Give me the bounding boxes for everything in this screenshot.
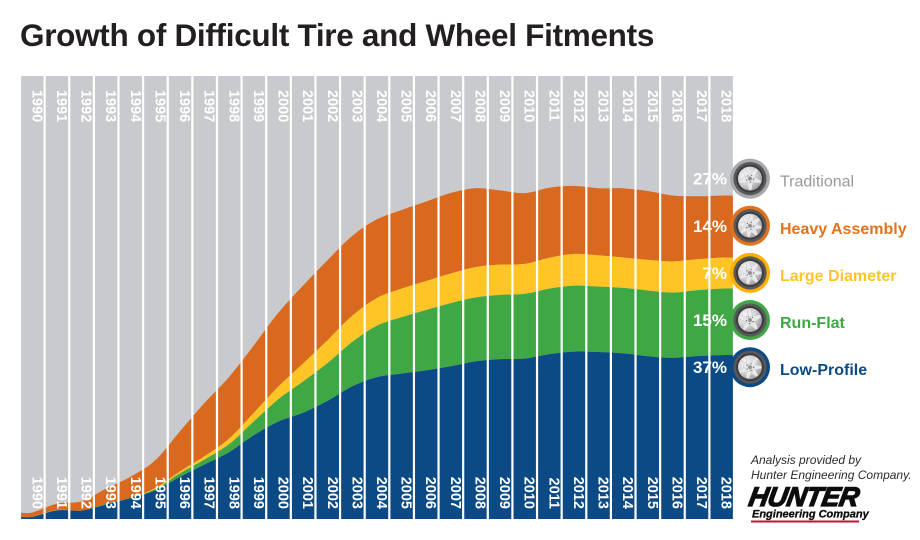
svg-text:2007: 2007 <box>447 90 463 122</box>
svg-text:14%: 14% <box>693 217 727 236</box>
svg-text:1995: 1995 <box>151 90 167 122</box>
svg-text:2013: 2013 <box>595 477 611 509</box>
svg-text:2007: 2007 <box>447 477 463 509</box>
svg-text:2008: 2008 <box>471 90 487 122</box>
svg-text:2001: 2001 <box>299 90 315 122</box>
svg-text:2000: 2000 <box>275 477 291 509</box>
svg-text:27%: 27% <box>693 170 727 189</box>
svg-text:1998: 1998 <box>225 90 241 122</box>
svg-text:2017: 2017 <box>693 477 709 509</box>
svg-text:2002: 2002 <box>324 477 340 509</box>
svg-text:1992: 1992 <box>78 90 94 122</box>
svg-text:2013: 2013 <box>595 90 611 122</box>
svg-text:2002: 2002 <box>324 90 340 122</box>
svg-text:2006: 2006 <box>422 90 438 122</box>
svg-text:2003: 2003 <box>348 477 364 509</box>
svg-text:1997: 1997 <box>201 477 217 509</box>
svg-text:1999: 1999 <box>250 477 266 509</box>
svg-text:1993: 1993 <box>102 477 118 509</box>
svg-text:2009: 2009 <box>496 90 512 122</box>
svg-text:2006: 2006 <box>422 477 438 509</box>
svg-text:HUNTER: HUNTER <box>747 481 863 512</box>
svg-text:2014: 2014 <box>619 90 635 122</box>
svg-text:2005: 2005 <box>398 477 414 509</box>
svg-text:2008: 2008 <box>471 477 487 509</box>
svg-text:1995: 1995 <box>151 477 167 509</box>
svg-text:1990: 1990 <box>28 477 44 509</box>
svg-text:2016: 2016 <box>668 477 684 509</box>
svg-text:1994: 1994 <box>127 90 143 122</box>
svg-text:Engineering Company: Engineering Company <box>752 509 870 521</box>
svg-text:1993: 1993 <box>102 90 118 122</box>
svg-text:2003: 2003 <box>348 90 364 122</box>
svg-text:2014: 2014 <box>619 477 635 509</box>
svg-text:Low-Profile: Low-Profile <box>780 362 867 379</box>
svg-text:1996: 1996 <box>176 90 192 122</box>
svg-text:2000: 2000 <box>275 90 291 122</box>
svg-text:2010: 2010 <box>521 90 537 122</box>
svg-text:1997: 1997 <box>201 90 217 122</box>
svg-text:1994: 1994 <box>127 477 143 509</box>
svg-text:Traditional: Traditional <box>780 174 854 191</box>
svg-text:2012: 2012 <box>570 90 586 122</box>
svg-text:1992: 1992 <box>78 477 94 509</box>
svg-text:37%: 37% <box>693 358 727 377</box>
svg-text:1996: 1996 <box>176 477 192 509</box>
svg-text:1990: 1990 <box>28 90 44 122</box>
svg-text:1991: 1991 <box>53 477 69 509</box>
svg-text:2001: 2001 <box>299 477 315 509</box>
svg-text:2012: 2012 <box>570 477 586 509</box>
svg-text:2009: 2009 <box>496 477 512 509</box>
svg-text:Heavy Assembly: Heavy Assembly <box>780 221 907 238</box>
svg-text:1999: 1999 <box>250 90 266 122</box>
svg-text:Run-Flat: Run-Flat <box>780 315 846 332</box>
svg-text:2016: 2016 <box>668 90 684 122</box>
svg-text:2005: 2005 <box>398 90 414 122</box>
svg-text:2004: 2004 <box>373 90 389 122</box>
svg-text:2010: 2010 <box>521 477 537 509</box>
svg-text:2018: 2018 <box>718 477 734 509</box>
svg-text:1991: 1991 <box>53 90 69 122</box>
svg-text:Large Diameter: Large Diameter <box>780 268 897 285</box>
svg-text:7%: 7% <box>702 264 727 283</box>
svg-text:2011: 2011 <box>545 478 561 509</box>
svg-text:2004: 2004 <box>373 477 389 509</box>
svg-text:2018: 2018 <box>718 90 734 122</box>
svg-text:2015: 2015 <box>644 477 660 509</box>
svg-text:2011: 2011 <box>545 90 561 121</box>
svg-text:1998: 1998 <box>225 477 241 509</box>
svg-text:2017: 2017 <box>693 90 709 122</box>
svg-text:2015: 2015 <box>644 90 660 122</box>
svg-text:15%: 15% <box>693 311 727 330</box>
